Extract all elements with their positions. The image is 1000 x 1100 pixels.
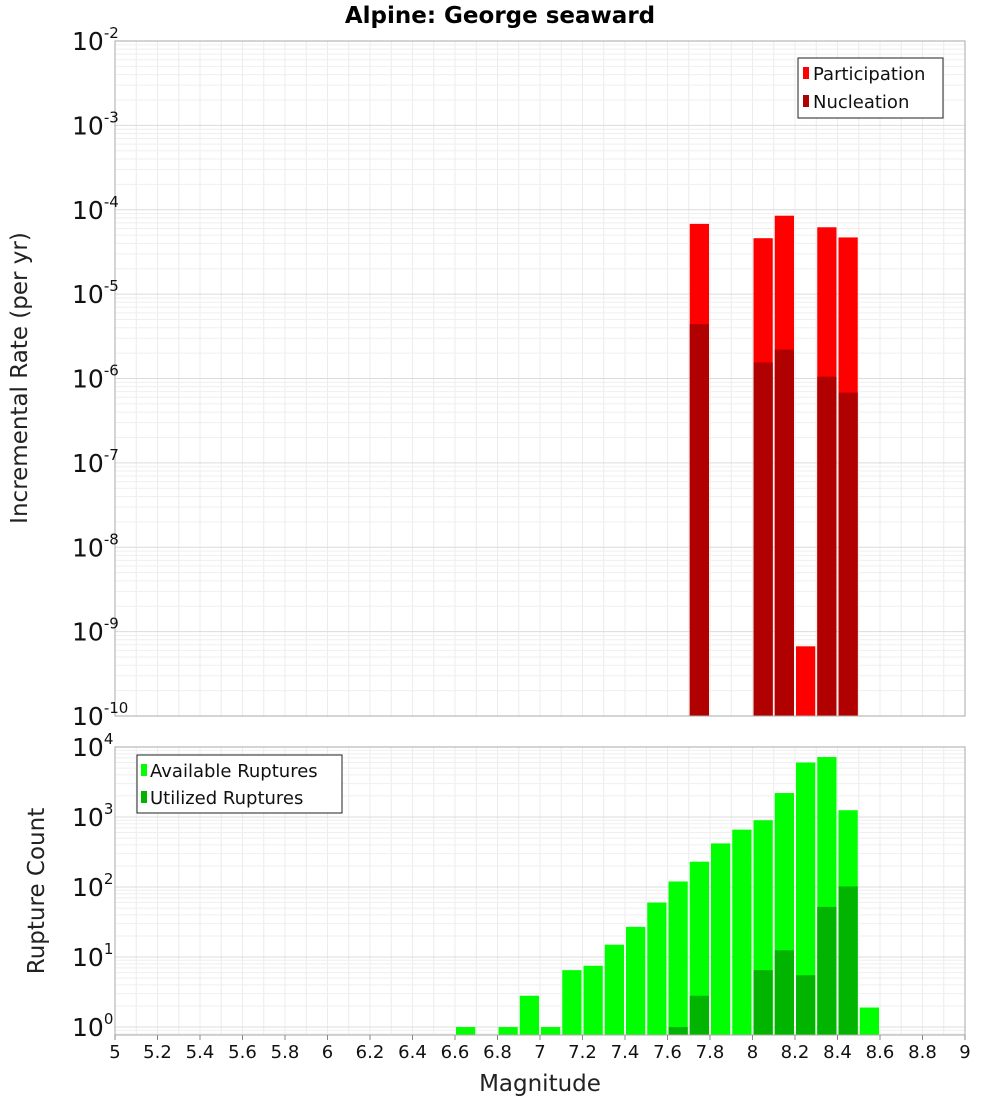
x-tick-label: 8.4 [823, 1042, 852, 1063]
count-panel: 100 101 102 103 104 Rupture Count Available … [24, 730, 966, 1042]
rate-bar-secondary [817, 376, 837, 716]
count-bar-primary [796, 762, 816, 1035]
count-panel-bars [456, 756, 879, 1035]
rate-y-tick-label: 10-10 [72, 699, 128, 731]
rate-y-tick-label: 10-6 [72, 362, 119, 394]
count-bar-primary [541, 1027, 561, 1035]
count-bar-secondary [838, 886, 858, 1035]
x-tick-label: 5 [109, 1042, 120, 1063]
count-bar-secondary [796, 975, 816, 1035]
x-tick-label: 7 [534, 1042, 545, 1063]
rate-panel-grid [114, 40, 966, 717]
rate-bar-secondary [838, 392, 858, 716]
count-bar-primary [583, 965, 603, 1035]
count-bar-secondary [668, 1027, 688, 1035]
rate-panel-frame [114, 40, 966, 717]
utilized-legend-label: Utilized Ruptures [150, 788, 303, 809]
x-tick-label: 7.6 [653, 1042, 682, 1063]
participation-legend-label: Participation [813, 64, 925, 85]
count-bar-primary [519, 995, 539, 1035]
count-bar-primary [562, 970, 582, 1035]
count-bar-primary [604, 944, 624, 1035]
x-axis: 5 5.2 5.4 5.6 5.8 6 6.2 6.4 6.6 6.8 7 7.2 7.4 7.6 7.8 8… [109, 1035, 971, 1063]
count-bar-primary [859, 1007, 879, 1035]
count-bar-primary [732, 829, 752, 1035]
x-tick-label: 6.6 [441, 1042, 470, 1063]
count-bar-primary [711, 843, 731, 1035]
participation-legend-swatch [803, 67, 809, 79]
count-y-tick-label: 103 [72, 800, 113, 832]
count-bar-primary [626, 926, 646, 1035]
count-legend: Available Ruptures Utilized Ruptures [136, 754, 343, 814]
rate-y-tick-label: 10-4 [72, 193, 119, 225]
x-tick-label: 8 [747, 1042, 758, 1063]
rate-y-tick-label: 10-3 [72, 108, 119, 140]
x-tick-label: 8.6 [866, 1042, 895, 1063]
count-y-tick-label: 102 [72, 870, 113, 902]
x-tick-label: 5.6 [228, 1042, 257, 1063]
rate-y-tick-label: 10-9 [72, 615, 119, 647]
count-bar-secondary [689, 995, 709, 1035]
available-legend-swatch [141, 764, 147, 776]
x-tick-label: 6.8 [483, 1042, 512, 1063]
count-bar-primary [498, 1027, 518, 1035]
rate-panel: 10-10 10-9 10-8 10-7 10-6 10-5 10-4 10-3 10-2 In… [7, 24, 966, 731]
rate-y-tick-label: 10-7 [72, 446, 119, 478]
rate-bar-secondary [774, 349, 794, 716]
x-tick-label: 9 [959, 1042, 970, 1063]
rate-panel-y-ticks: 10-10 10-9 10-8 10-7 10-6 10-5 10-4 10-3 10-2 [72, 24, 128, 731]
rate-y-tick-label: 10-8 [72, 530, 119, 562]
x-tick-label: 7.8 [696, 1042, 725, 1063]
count-bar-primary [668, 881, 688, 1035]
rate-y-tick-label: 10-5 [72, 277, 119, 309]
rate-panel-bars [689, 215, 858, 717]
available-legend-label: Available Ruptures [150, 761, 318, 782]
nucleation-legend-swatch [803, 95, 809, 107]
rate-legend-box [797, 57, 944, 119]
count-bar-primary [689, 861, 709, 1035]
count-bar-secondary [774, 950, 794, 1035]
nucleation-legend-label: Nucleation [813, 92, 909, 113]
rate-y-tick-label: 10-2 [72, 24, 119, 56]
rate-bar-secondary [689, 324, 709, 716]
count-bar-primary [647, 902, 667, 1035]
count-y-axis-label: Rupture Count [24, 808, 50, 974]
x-tick-label: 6.4 [398, 1042, 427, 1063]
x-tick-label: 6 [322, 1042, 333, 1063]
count-y-tick-label: 101 [72, 940, 113, 972]
x-tick-label: 6.2 [356, 1042, 385, 1063]
count-y-tick-label: 100 [72, 1010, 113, 1042]
x-tick-label: 7.4 [611, 1042, 640, 1063]
x-tick-label: 5.4 [186, 1042, 215, 1063]
rate-bar-secondary [753, 362, 773, 716]
count-bar-primary [456, 1027, 476, 1035]
utilized-legend-swatch [141, 791, 147, 803]
rate-legend: Participation Nucleation [797, 57, 944, 119]
x-tick-label: 8.8 [908, 1042, 937, 1063]
count-panel-y-ticks: 100 101 102 103 104 [72, 730, 113, 1042]
x-tick-label: 7.2 [568, 1042, 597, 1063]
count-y-tick-label: 104 [72, 730, 113, 762]
x-axis-label: Magnitude [479, 1071, 601, 1097]
x-tick-label: 5.8 [271, 1042, 300, 1063]
count-legend-box [136, 754, 343, 814]
x-tick-label: 5.2 [143, 1042, 172, 1063]
rate-bar-primary [796, 646, 816, 716]
rate-y-axis-label: Incremental Rate (per yr) [7, 232, 33, 524]
x-tick-label: 8.2 [781, 1042, 810, 1063]
count-bar-secondary [753, 970, 773, 1035]
chart-title: Alpine: George seaward [345, 3, 655, 29]
count-bar-secondary [817, 906, 837, 1035]
